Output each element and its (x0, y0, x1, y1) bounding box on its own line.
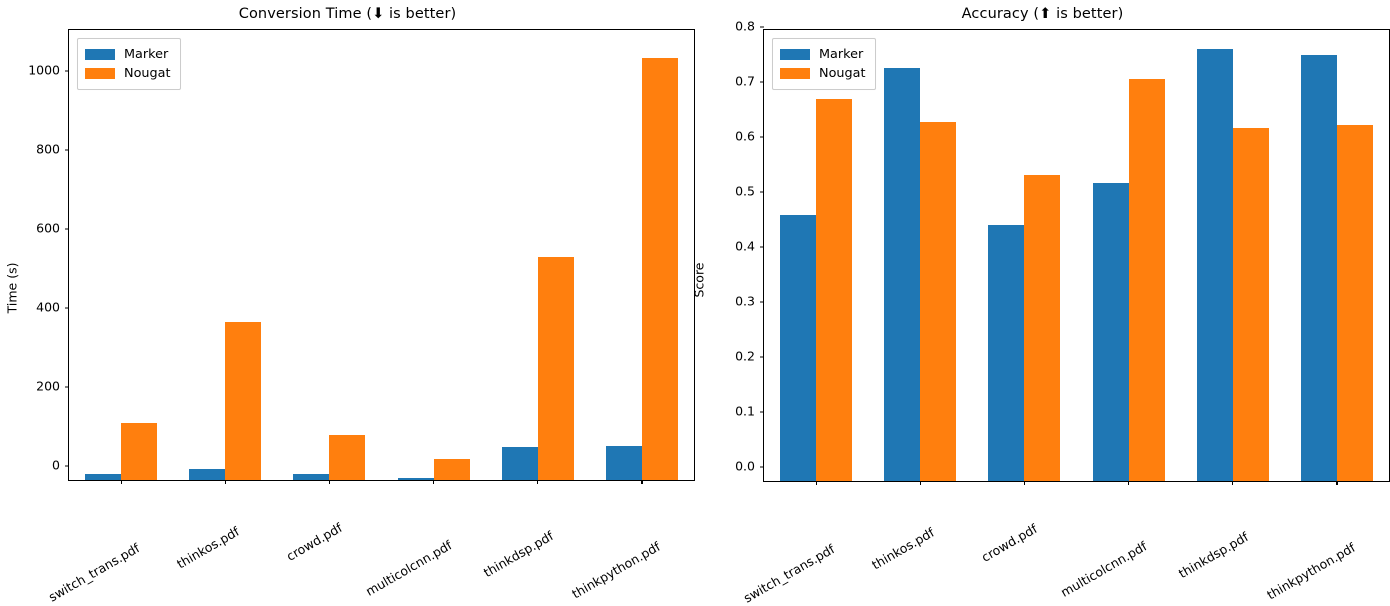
x-axis-tick-label-text: thinkdsp.pdf (1175, 529, 1251, 582)
bar-nougat (641, 57, 678, 480)
legend-swatch-marker (780, 49, 810, 60)
y-axis-tick-label: 0.2 (735, 349, 764, 364)
y-axis-tick-label: 0.6 (735, 129, 764, 144)
x-axis-tick (815, 481, 817, 486)
bar-marker (1092, 182, 1129, 481)
legend-swatch-marker (85, 49, 115, 60)
legend-swatch-nougat (85, 68, 115, 79)
x-axis-tick-label-text: thinkos.pdf (869, 524, 938, 573)
y-axis-tick-label: 0.1 (735, 404, 764, 419)
legend-swatch-nougat (780, 68, 810, 79)
legend-label-marker: Marker (819, 47, 864, 62)
x-axis-tick (328, 480, 330, 485)
chart-panel-accuracy: Accuracy (⬆ is better) Score Marker Noug… (691, 0, 1390, 606)
y-axis-tick-label: 800 (36, 142, 69, 157)
y-axis-tick-label: 200 (36, 379, 69, 394)
y-axis-label: Time (s) (4, 262, 20, 314)
y-axis-tick-label: 0 (52, 458, 69, 473)
legend-label-nougat: Nougat (819, 66, 866, 81)
bar-nougat (920, 122, 957, 481)
x-axis-tick-label: thinkdsp.pdf (481, 489, 623, 580)
y-axis-tick-label: 0.7 (735, 74, 764, 89)
chart-title: Conversion Time (⬇ is better) (238, 6, 457, 22)
x-axis-tick (224, 480, 226, 485)
bar-marker (988, 224, 1025, 481)
legend-item-nougat: Nougat (780, 64, 866, 83)
legend-label-nougat: Nougat (124, 66, 171, 81)
x-axis-tick-label-text: crowd.pdf (979, 520, 1041, 565)
x-axis-tick-label-text: thinkdsp.pdf (480, 528, 556, 581)
x-axis-tick-label-text: switch_trans.pdf (46, 540, 143, 605)
x-axis-tick (1336, 481, 1338, 486)
bar-marker (780, 215, 817, 481)
x-axis-tick-label-text: crowd.pdf (284, 519, 346, 564)
y-axis-tick-label: 400 (36, 300, 69, 315)
bar-marker (293, 474, 330, 480)
x-axis-tick-label-text: thinkpython.pdf (569, 538, 663, 602)
bar-nougat (121, 423, 158, 480)
y-axis-label: Score (691, 262, 707, 298)
x-axis-tick (1232, 481, 1234, 486)
chart-title: Accuracy (⬆ is better) (961, 6, 1124, 22)
legend-label-marker: Marker (124, 47, 169, 62)
bar-marker (1196, 49, 1233, 481)
legend-item-nougat: Nougat (85, 64, 171, 83)
bar-nougat (329, 435, 366, 480)
bar-nougat (816, 98, 853, 481)
y-axis-tick-label: 0.3 (735, 294, 764, 309)
x-axis-tick-label: thinkos.pdf (869, 490, 998, 573)
bar-marker (1300, 55, 1337, 481)
y-axis-tick-label: 1000 (28, 63, 69, 78)
legend-item-marker: Marker (85, 45, 171, 64)
bar-nougat (1128, 78, 1165, 481)
legend: Marker Nougat (77, 38, 181, 90)
y-axis-tick-label: 600 (36, 221, 69, 236)
x-axis-tick-label: crowd.pdf (979, 490, 1094, 565)
y-axis-tick-label: 0.8 (735, 19, 764, 34)
chart-panel-conversion-time: Conversion Time (⬇ is better) Time (s) M… (0, 0, 695, 605)
y-axis-tick-label: 0.4 (735, 239, 764, 254)
bar-nougat (1232, 127, 1269, 481)
bar-nougat (433, 459, 470, 480)
x-axis-tick-label: thinkos.pdf (174, 489, 303, 572)
legend: Marker Nougat (772, 38, 876, 90)
x-axis-tick-label-text: switch_trans.pdf (741, 541, 838, 606)
x-axis-tick-label: thinkdsp.pdf (1176, 490, 1318, 581)
bar-marker (501, 447, 538, 480)
y-axis-tick-label: 0.5 (735, 184, 764, 199)
legend-item-marker: Marker (780, 45, 866, 64)
bar-nougat (537, 256, 574, 480)
x-axis-tick-label-text: thinkos.pdf (174, 523, 243, 572)
x-axis-tick (919, 481, 921, 486)
x-axis-tick (1128, 481, 1130, 486)
bar-marker (605, 446, 642, 480)
y-axis-tick-label: 0.0 (735, 459, 764, 474)
x-axis-tick-label-text: multicolcnn.pdf (1057, 538, 1150, 600)
x-axis-tick (433, 480, 435, 485)
bar-nougat (1336, 124, 1373, 481)
bar-marker (189, 468, 226, 480)
plot-area: Marker Nougat 0 200 400 600 800 1000 switch_tr… (28, 29, 695, 605)
x-axis-tick (120, 480, 122, 485)
x-axis-tick (1023, 481, 1025, 486)
plot-area: Marker Nougat 0.0 0.1 0.2 0.3 0.4 0.5 0.6 0.7 0.… (735, 19, 1390, 606)
bar-marker (397, 477, 434, 480)
bar-nougat (225, 322, 262, 480)
bar-marker (85, 473, 122, 480)
x-axis-tick-label: crowd.pdf (284, 489, 399, 564)
bar-marker (884, 67, 921, 481)
x-axis-tick-label: thinkpython.pdf (1264, 490, 1390, 603)
x-axis-tick-label-text: thinkpython.pdf (1264, 539, 1358, 603)
x-axis-tick (537, 480, 539, 485)
bar-nougat (1024, 175, 1061, 481)
x-axis-tick (641, 480, 643, 485)
